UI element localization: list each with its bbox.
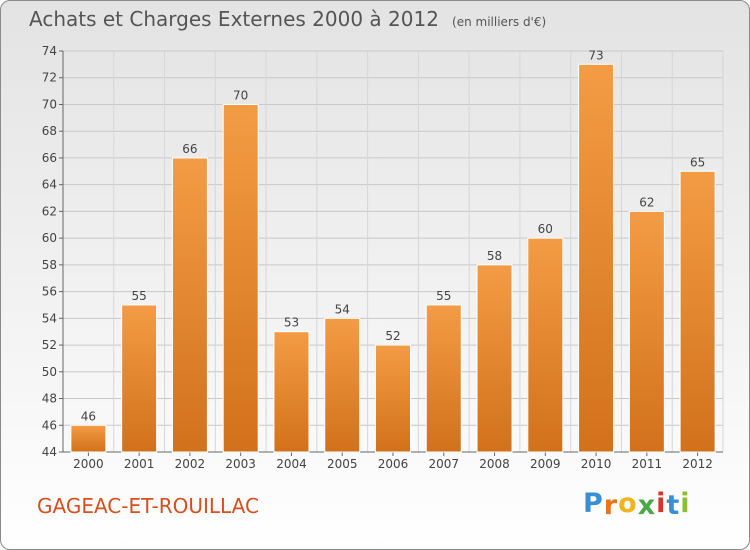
data-label: 53 (284, 316, 299, 330)
x-tick-label: 2005 (327, 457, 358, 471)
commune-name: GAGEAC-ET-ROUILLAC (37, 494, 259, 518)
brand-logo-letter: i (656, 488, 667, 519)
y-tick-label: 60 (42, 231, 57, 245)
bar (628, 210, 665, 453)
brand-logo-letter: o (618, 488, 638, 519)
bar (527, 237, 564, 453)
x-tick-label: 2009 (530, 457, 561, 471)
x-tick-label: 2002 (175, 457, 206, 471)
title-row: Achats et Charges Externes 2000 à 2012 (… (29, 7, 546, 31)
y-tick-label: 50 (42, 365, 57, 379)
bar (171, 157, 208, 453)
bar (578, 63, 615, 453)
x-tick-label: 2001 (124, 457, 155, 471)
chart-title: Achats et Charges Externes 2000 à 2012 (29, 7, 439, 31)
y-tick-label: 52 (42, 338, 57, 352)
data-label: 55 (132, 289, 147, 303)
data-label: 54 (335, 302, 350, 316)
data-label: 66 (182, 142, 197, 156)
x-tick-label: 2012 (682, 457, 713, 471)
y-tick-label: 70 (42, 97, 57, 111)
bars (70, 63, 716, 453)
data-label: 55 (436, 289, 451, 303)
brand-logo-letter: t (666, 490, 681, 521)
data-label: 62 (639, 195, 654, 209)
bar (222, 103, 259, 453)
y-tick-label: 48 (42, 392, 57, 406)
data-label: 73 (588, 48, 603, 62)
x-tick-label: 2011 (632, 457, 663, 471)
x-tick-label: 2007 (428, 457, 459, 471)
brand-logo: Proxiti (583, 488, 691, 521)
data-label: 58 (487, 249, 502, 263)
y-tick-label: 56 (42, 285, 57, 299)
chart-subtitle: (en milliers d'€) (452, 15, 547, 29)
y-tick-label: 54 (42, 311, 57, 325)
bar (476, 264, 513, 453)
x-tick-label: 2010 (581, 457, 612, 471)
data-label: 46 (81, 409, 96, 423)
brand-logo-letter: P (583, 488, 604, 519)
data-label: 70 (233, 88, 248, 102)
labels: 44 46 48 50 52 54 56 58 60 62 64 66 68 70 72 74 46 2000 55… (42, 44, 713, 471)
bar (425, 304, 462, 453)
y-tick-label: 74 (42, 44, 57, 58)
y-tick-label: 66 (42, 151, 57, 165)
bar (679, 170, 716, 453)
y-tick-label: 44 (42, 445, 57, 459)
x-tick-label: 2000 (73, 457, 104, 471)
y-tick-label: 46 (42, 418, 57, 432)
y-tick-label: 58 (42, 258, 57, 272)
y-tick-label: 64 (42, 178, 57, 192)
x-tick-label: 2003 (225, 457, 256, 471)
y-tick-label: 72 (42, 71, 57, 85)
y-tick-label: 62 (42, 204, 57, 218)
bar (273, 331, 310, 453)
data-label: 52 (385, 329, 400, 343)
bar (70, 424, 107, 453)
data-label: 60 (538, 222, 553, 236)
bar (121, 304, 158, 453)
y-tick-label: 68 (42, 124, 57, 138)
bar (324, 317, 361, 453)
brand-logo-letter: x (637, 490, 657, 521)
x-tick-label: 2006 (378, 457, 409, 471)
x-tick-label: 2004 (276, 457, 307, 471)
bar (375, 344, 411, 453)
data-label: 65 (690, 155, 705, 169)
brand-logo-letter: r (603, 490, 619, 521)
brand-logo-letter: i (680, 488, 691, 519)
x-tick-label: 2008 (479, 457, 510, 471)
